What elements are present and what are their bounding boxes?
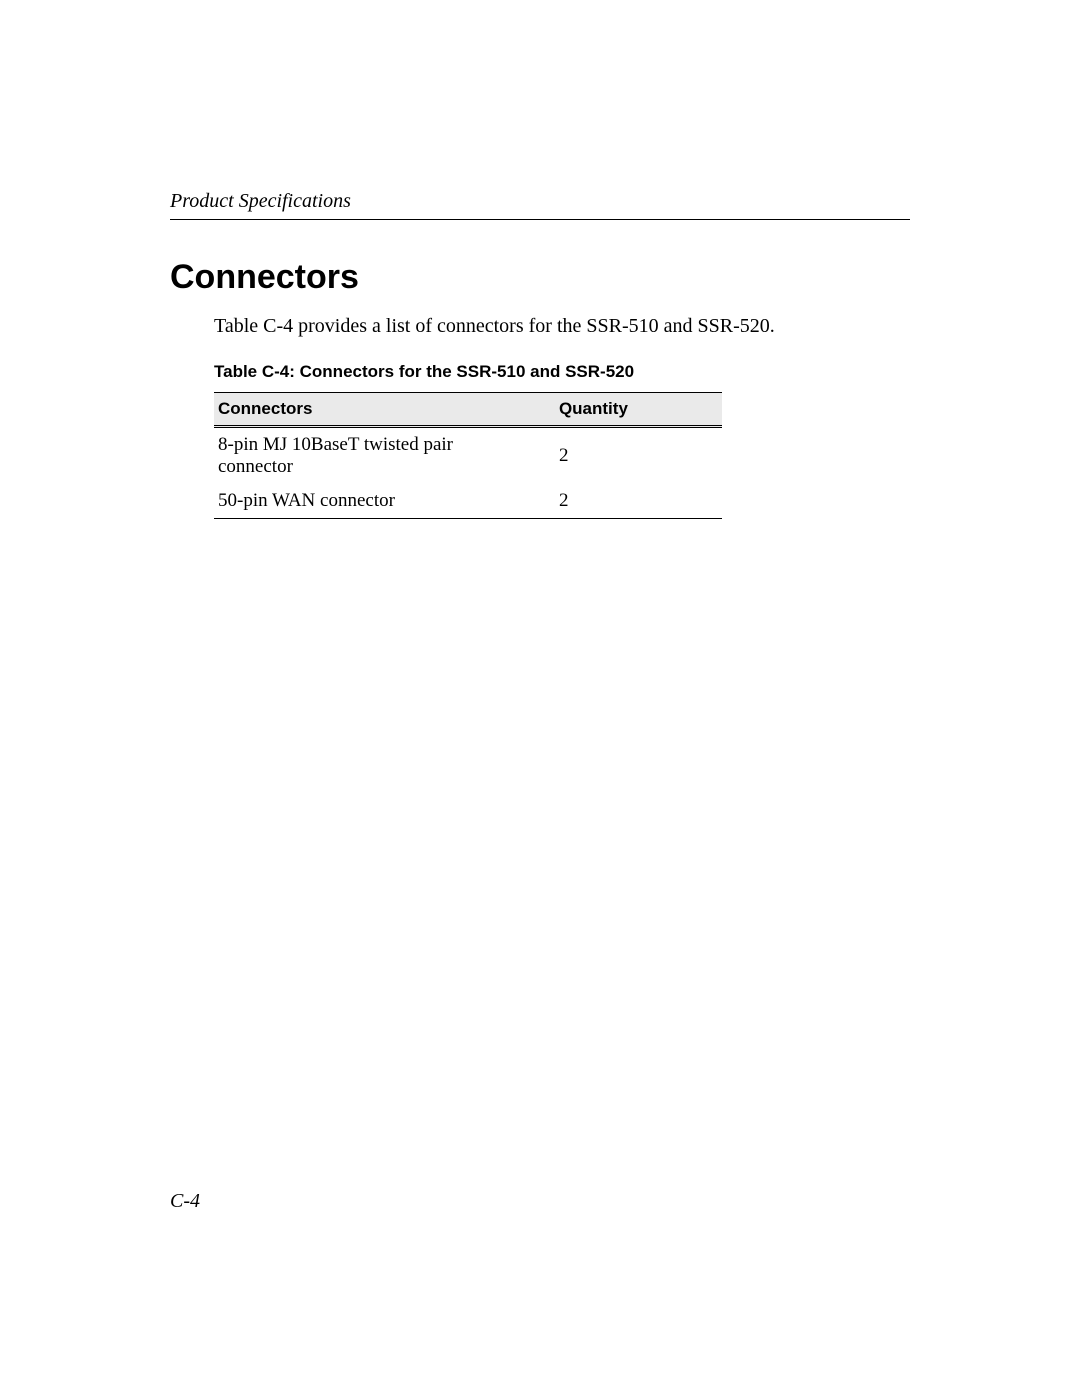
table-caption: Table C-4: Connectors for the SSR-510 an…	[214, 362, 722, 382]
table-caption-label: Table C-4:	[214, 362, 300, 381]
col-header-quantity: Quantity	[529, 393, 722, 427]
table-row: 8-pin MJ 10BaseT twisted pair connector …	[214, 427, 722, 485]
cell-quantity: 2	[529, 427, 722, 485]
cell-quantity: 2	[529, 484, 722, 519]
running-header: Product Specifications	[170, 190, 910, 220]
page-content: Product Specifications Connectors Table …	[170, 190, 910, 519]
intro-paragraph: Table C-4 provides a list of connectors …	[214, 313, 910, 340]
section-heading: Connectors	[170, 258, 910, 297]
connectors-table: Connectors Quantity 8-pin MJ 10BaseT twi…	[214, 392, 722, 519]
table-caption-title: Connectors for the SSR-510 and SSR-520	[300, 362, 634, 381]
col-header-connectors: Connectors	[214, 393, 529, 427]
cell-connector: 50-pin WAN connector	[214, 484, 529, 519]
cell-connector: 8-pin MJ 10BaseT twisted pair connector	[214, 427, 529, 485]
table-row: 50-pin WAN connector 2	[214, 484, 722, 519]
page-number: C-4	[170, 1190, 200, 1213]
table-header-row: Connectors Quantity	[214, 393, 722, 427]
connectors-table-block: Table C-4: Connectors for the SSR-510 an…	[214, 362, 722, 519]
